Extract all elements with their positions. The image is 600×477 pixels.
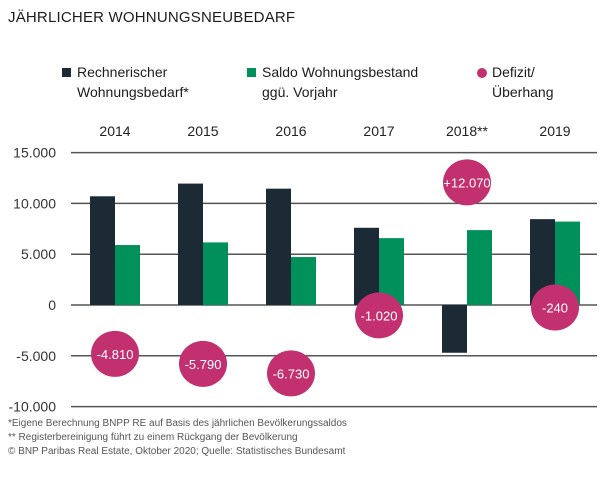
x-tick-label: 2015 xyxy=(187,123,218,139)
bar-chart: 15.000 10.000 5.000 0 -5.000 -10.000 2014 -4.81… xyxy=(9,123,597,415)
footnote: ** Registerbereinigung führt zu einem Rü… xyxy=(8,432,298,443)
legend-label: Überhang xyxy=(492,84,554,100)
legend-label: Rechnerischer xyxy=(77,64,168,80)
bar-bedarf xyxy=(354,227,379,305)
chart-title: JÄHRLICHER WOHNUNGSNEUBEDARF xyxy=(8,9,296,26)
x-tick-label: 2017 xyxy=(363,123,394,139)
marker-label: -6.730 xyxy=(273,366,310,381)
bar-saldo xyxy=(291,257,316,305)
legend-dot xyxy=(477,68,487,78)
x-tick-label: 2019 xyxy=(539,123,570,139)
y-tick-label: 10.000 xyxy=(13,195,56,211)
x-tick-label: 2014 xyxy=(99,123,130,139)
legend-label: Saldo Wohnungsbestand xyxy=(262,64,419,80)
marker-defizit xyxy=(443,159,491,206)
marker-label: +12.070 xyxy=(443,175,490,190)
marker-defizit xyxy=(91,330,139,377)
x-tick-label: 2016 xyxy=(275,123,306,139)
bar-saldo xyxy=(467,230,492,305)
y-tick-label: 5.000 xyxy=(21,246,56,262)
bar-bedarf xyxy=(266,188,291,305)
legend-item-saldo: Saldo Wohnungsbestand ggü. Vorjahr xyxy=(247,62,419,102)
marker-defizit xyxy=(179,340,227,387)
bar-bedarf xyxy=(90,196,115,305)
marker-label: -5.790 xyxy=(185,357,222,372)
legend-swatch xyxy=(247,68,256,77)
bar-saldo xyxy=(203,242,228,305)
y-tick-label: -5.000 xyxy=(16,348,56,364)
y-tick-label: 0 xyxy=(48,297,56,313)
legend-item-defizit: Defizit/ Überhang xyxy=(477,62,554,102)
bar-saldo xyxy=(115,245,140,305)
marker-defizit xyxy=(355,292,403,339)
bar-bedarf xyxy=(442,305,467,353)
y-tick-label: 15.000 xyxy=(13,145,56,161)
footnote: © BNP Paribas Real Estate, Oktober 2020;… xyxy=(8,446,346,457)
marker-defizit xyxy=(531,284,579,331)
legend-label: ggü. Vorjahr xyxy=(262,84,338,100)
x-tick-label: 2018** xyxy=(446,123,489,139)
y-tick-label: -10.000 xyxy=(9,399,57,415)
marker-defizit xyxy=(267,350,315,397)
legend-label: Defizit/ xyxy=(492,64,535,80)
legend-item-bedarf: Rechnerischer Wohnungsbedarf* xyxy=(62,62,189,102)
footnote: *Eigene Berechnung BNPP RE auf Basis des… xyxy=(8,418,347,429)
marker-label: -4.810 xyxy=(97,347,134,362)
legend-label: Wohnungsbedarf* xyxy=(77,84,189,100)
bar-bedarf xyxy=(178,183,203,305)
marker-label: -1.020 xyxy=(361,308,398,323)
legend-swatch xyxy=(62,68,71,77)
marker-label: -240 xyxy=(542,300,568,315)
